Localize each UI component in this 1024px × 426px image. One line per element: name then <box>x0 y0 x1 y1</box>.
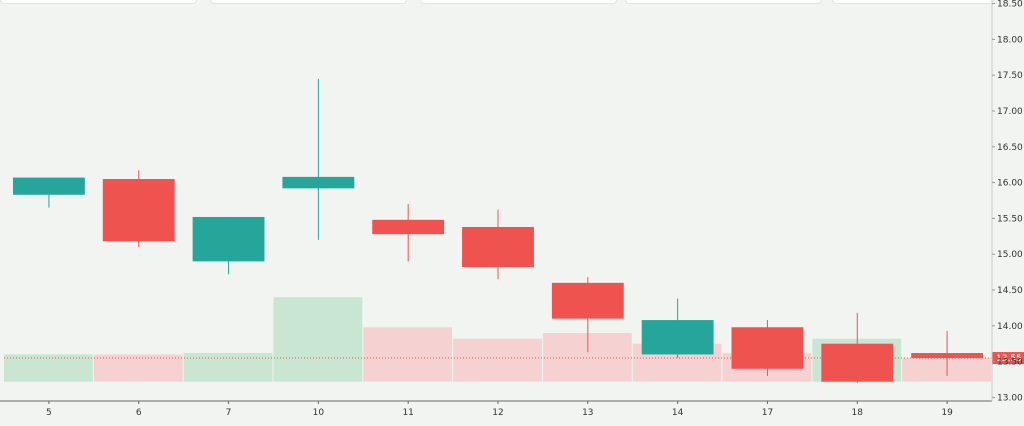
y-tick-label: 17.00 <box>997 107 1023 117</box>
x-tick-label: 5 <box>46 408 52 418</box>
x-tick-label: 12 <box>492 408 503 418</box>
y-tick-label: 18.50 <box>997 0 1023 10</box>
y-tick-label: 13.00 <box>997 393 1023 403</box>
candle-layer <box>12 78 984 384</box>
candle-body-12 <box>462 226 534 268</box>
candle-body-14 <box>641 320 714 355</box>
y-tick-label: 15.00 <box>997 250 1023 260</box>
x-tick-label: 19 <box>941 408 953 418</box>
volume-bar-6 <box>93 354 183 382</box>
y-axis[interactable]: 18.50 18.00 17.50 17.00 16.50 16.00 15.50 15.00… <box>992 0 1023 403</box>
x-tick-label: 11 <box>402 408 413 418</box>
x-tick-label: 7 <box>226 408 232 418</box>
x-tick-label: 13 <box>582 408 593 418</box>
y-tick-label: 14.50 <box>997 286 1023 296</box>
x-tick-label: 10 <box>313 408 325 418</box>
y-tick-label: 14.00 <box>997 322 1023 332</box>
candle-body-6 <box>102 179 175 242</box>
x-tick-label: 14 <box>672 408 684 418</box>
last-price-tag-label: 13.55 <box>996 354 1022 364</box>
volume-bar-7 <box>183 353 273 382</box>
candle-body-17 <box>731 327 804 369</box>
candle-body-10 <box>282 176 355 189</box>
y-tick-label: 18.00 <box>997 35 1023 45</box>
y-tick-label: 16.00 <box>997 179 1023 189</box>
volume-bar-12 <box>453 338 542 382</box>
last-price-tag <box>992 352 1024 365</box>
x-axis: 5 6 7 10 11 12 13 14 17 18 19 <box>46 401 953 418</box>
volume-bar-10 <box>273 297 363 382</box>
y-tick-label: 13.50 <box>997 358 1023 368</box>
candle-body-7 <box>192 216 265 262</box>
last-price-line-layer: 13.55 <box>4 352 1024 365</box>
y-tick-label: 15.50 <box>997 214 1023 224</box>
candle-body-13 <box>551 282 624 319</box>
candle-body-19 <box>911 353 984 359</box>
x-tick-label: 18 <box>852 408 864 418</box>
x-tick-label: 6 <box>136 408 142 418</box>
candle-body-5 <box>12 177 85 195</box>
candle-body-18 <box>821 343 894 382</box>
candle-body-11 <box>372 219 445 235</box>
volume-bar-11 <box>363 327 453 382</box>
volume-bar-5 <box>4 354 93 382</box>
y-tick-label: 17.50 <box>997 71 1023 81</box>
y-tick-label: 16.50 <box>997 143 1023 153</box>
x-tick-label: 17 <box>762 408 773 418</box>
